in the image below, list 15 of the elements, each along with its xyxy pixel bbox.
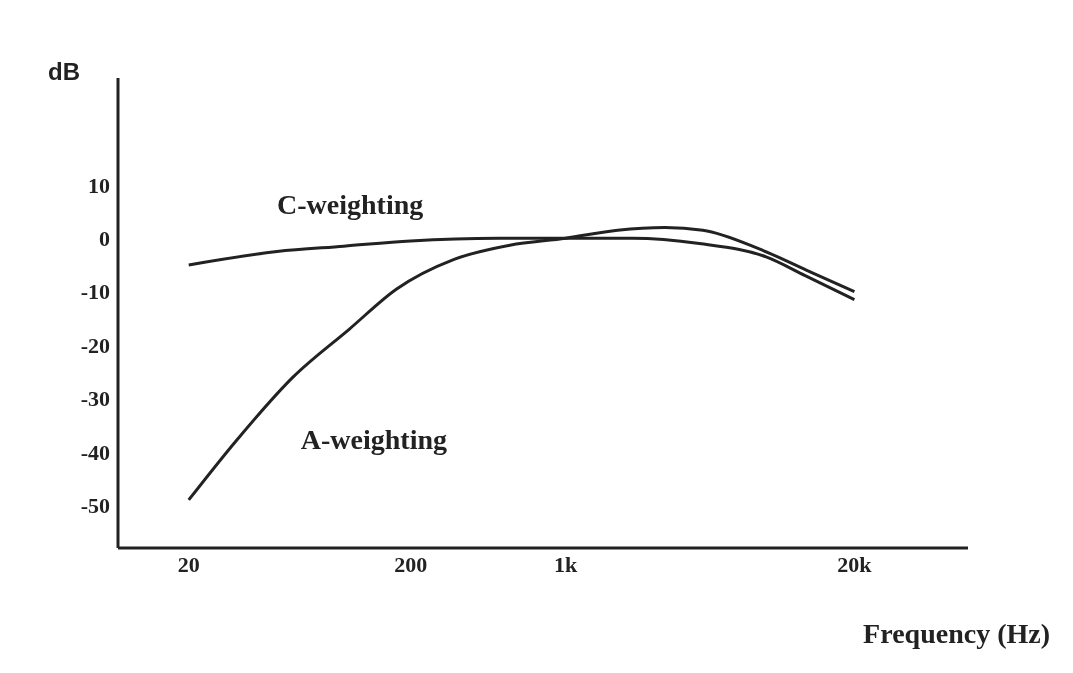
y-tick-label: -10 [80,279,110,305]
x-tick-label: 1k [554,551,579,577]
y-axis-title: dB [48,58,80,86]
y-tick-label: -50 [80,493,110,519]
y-tick-label: -20 [80,332,110,358]
x-axis-title: Frequency (Hz) [863,618,1050,650]
y-tick-label: -40 [80,439,110,465]
series-label: A-weighting [300,424,448,456]
series-label: C-weighting [277,188,424,220]
x-tick-label: 20k [837,551,873,577]
y-tick-label: 0 [99,226,110,252]
y-tick-label: 10 [88,172,110,198]
x-tick-label: 20 [177,551,200,577]
y-tick-label: -30 [80,386,110,412]
x-tick-label: 200 [394,551,428,577]
